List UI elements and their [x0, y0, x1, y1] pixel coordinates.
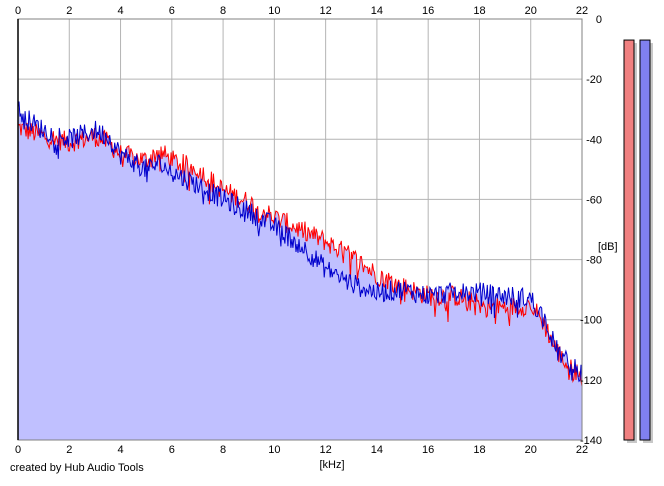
- x-tick-label: 8: [220, 444, 226, 456]
- series-line: [17, 101, 583, 383]
- x-tick-label: 12: [320, 444, 332, 456]
- x-tick-label: 14: [371, 444, 383, 456]
- spectrum-area: [18, 101, 582, 440]
- x-tick-label: 22: [576, 5, 588, 17]
- x-tick-label: 0: [15, 5, 21, 17]
- y-tick-label: -20: [586, 74, 602, 86]
- x-tick-label: 20: [525, 444, 537, 456]
- level-meters: [623, 39, 653, 444]
- y-tick-label: 0: [596, 14, 602, 26]
- x-tick-label: 6: [169, 444, 175, 456]
- x-tick-label: 18: [473, 444, 485, 456]
- x-tick-label: 8: [220, 5, 226, 17]
- tick-labels: 002244668810101212141416161818202022220-…: [15, 5, 602, 456]
- spectrum-fill: [18, 101, 582, 440]
- x-tick-label: 10: [268, 444, 280, 456]
- x-tick-label: 18: [473, 5, 485, 17]
- x-tick-label: 4: [117, 444, 123, 456]
- level-meter-bar: [639, 39, 651, 441]
- x-axis-label: [kHz]: [319, 459, 344, 471]
- x-tick-label: 14: [371, 5, 383, 17]
- x-tick-label: 4: [117, 5, 123, 17]
- y-tick-label: -40: [586, 134, 602, 146]
- x-tick-label: 16: [422, 444, 434, 456]
- x-tick-label: 2: [66, 444, 72, 456]
- credit-text: created by Hub Audio Tools: [10, 462, 144, 474]
- y-tick-label: -100: [580, 315, 602, 327]
- x-tick-label: 12: [320, 5, 332, 17]
- x-tick-label: 2: [66, 5, 72, 17]
- y-tick-label: -140: [580, 435, 602, 447]
- x-tick-label: 10: [268, 5, 280, 17]
- y-tick-label: -60: [586, 194, 602, 206]
- plot-frame: [17, 18, 583, 441]
- x-tick-label: 22: [576, 444, 588, 456]
- x-tick-label: 20: [525, 5, 537, 17]
- x-tick-label: 6: [169, 5, 175, 17]
- y-tick-label: -120: [580, 375, 602, 387]
- y-tick-label: -80: [586, 255, 602, 267]
- x-tick-label: 16: [422, 5, 434, 17]
- spectrum-series: [17, 101, 583, 387]
- level-meter-bar: [623, 39, 635, 441]
- y-axis-label: [dB]: [598, 241, 618, 253]
- x-tick-label: 0: [15, 444, 21, 456]
